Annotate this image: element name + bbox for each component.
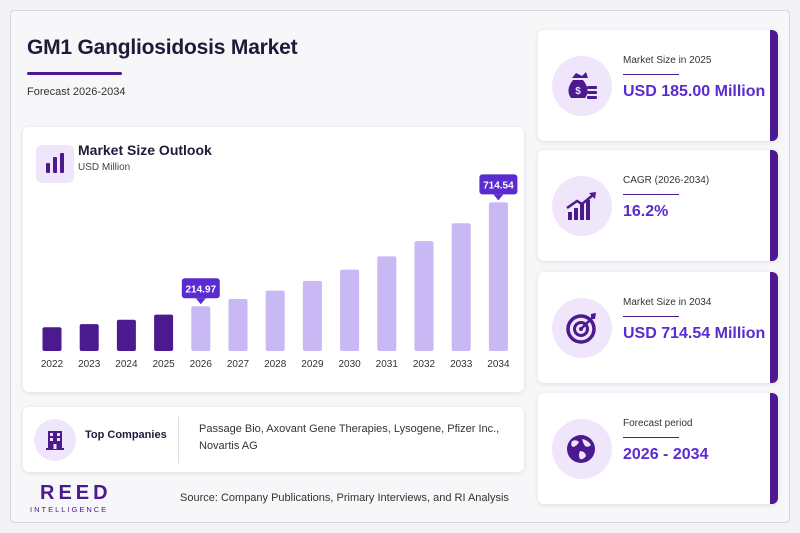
x-tick-label: 2032 <box>413 359 436 370</box>
bar-2029 <box>302 280 322 351</box>
target-icon <box>552 298 612 358</box>
top-companies-list: Passage Bio, Axovant Gene Therapies, Lys… <box>199 423 500 452</box>
stat-card-market-size-2025: $ Market Size in 2025 USD 185.00 Million <box>538 30 778 141</box>
page-subtitle: Forecast 2026-2034 <box>27 86 126 98</box>
stat-rule <box>623 74 679 75</box>
chart-unit: USD Million <box>78 162 131 173</box>
stat-label: Market Size in 2025 <box>623 55 712 66</box>
bar-2027 <box>228 299 248 351</box>
bar-2026 <box>191 306 211 351</box>
page-title: GM1 Gangliosidosis Market <box>27 36 298 59</box>
market-size-chart-card: Market Size Outlook USD Million 2022 2023… <box>23 127 524 392</box>
brand-logo: REED <box>40 482 112 504</box>
stat-label: Market Size in 2034 <box>623 297 712 308</box>
bar-2022 <box>42 327 62 351</box>
bar-2025 <box>154 314 174 351</box>
x-tick-label: 2023 <box>78 359 101 370</box>
stat-rule <box>623 316 679 317</box>
title-underline <box>27 72 122 75</box>
stat-value: USD 714.54 Million <box>623 325 766 342</box>
divider <box>178 417 179 463</box>
stat-rule <box>623 194 679 195</box>
bar-2034 <box>488 202 508 351</box>
bar-chart: 2022 2023 2024 2025 2026 2027 2028 2029 2030 2031… <box>41 174 518 370</box>
x-tick-label: 2027 <box>227 359 250 370</box>
svg-text:714.54: 714.54 <box>483 180 514 191</box>
bar-2031 <box>377 256 397 351</box>
x-tick-label: 2030 <box>338 359 361 370</box>
x-tick-label: 2022 <box>41 359 64 370</box>
top-companies-label: Top Companies <box>85 429 167 441</box>
x-tick-label: 2026 <box>190 359 213 370</box>
money-bag-icon: $ <box>552 56 612 116</box>
x-tick-label: 2034 <box>487 359 510 370</box>
svg-text:$: $ <box>575 86 581 97</box>
card-accent <box>770 30 778 141</box>
bar-2033 <box>451 223 471 351</box>
stat-value: USD 185.00 Million <box>623 83 766 100</box>
svg-text:214.97: 214.97 <box>186 284 217 295</box>
top-companies-card: Top Companies Passage Bio, Axovant Gene … <box>23 407 524 472</box>
card-accent <box>770 393 778 504</box>
stat-rule <box>623 437 679 438</box>
x-tick-label: 2024 <box>115 359 138 370</box>
brand-logo-tagline: INTELLIGENCE <box>30 505 109 514</box>
stat-label: CAGR (2026-2034) <box>623 175 710 186</box>
card-accent <box>770 150 778 261</box>
x-tick-label: 2025 <box>152 359 175 370</box>
card-accent <box>770 272 778 383</box>
x-tick-label: 2029 <box>301 359 324 370</box>
bar-2028 <box>265 290 285 351</box>
stat-value: 16.2% <box>623 203 669 220</box>
source-note: Source: Company Publications, Primary In… <box>180 492 509 504</box>
stat-label: Forecast period <box>623 418 693 429</box>
stat-card-forecast-period: Forecast period 2026 - 2034 <box>538 393 778 504</box>
data-label-2026: 214.97 <box>181 278 220 305</box>
bar-2030 <box>340 269 360 351</box>
bar-2024 <box>116 319 136 351</box>
stat-card-cagr: CAGR (2026-2034) 16.2% <box>538 150 778 261</box>
bar-chart-icon <box>36 145 74 183</box>
stat-value: 2026 - 2034 <box>623 446 709 463</box>
bar-2023 <box>79 324 99 351</box>
x-tick-label: 2031 <box>376 359 399 370</box>
chart-title: Market Size Outlook <box>78 142 212 158</box>
data-label-2034: 714.54 <box>479 174 518 201</box>
globe-icon <box>552 419 612 479</box>
stat-card-market-size-2034: Market Size in 2034 USD 714.54 Million <box>538 272 778 383</box>
bar-2032 <box>414 241 434 351</box>
building-icon <box>34 419 76 461</box>
x-tick-label: 2033 <box>450 359 473 370</box>
growth-chart-icon <box>552 176 612 236</box>
x-tick-label: 2028 <box>264 359 287 370</box>
